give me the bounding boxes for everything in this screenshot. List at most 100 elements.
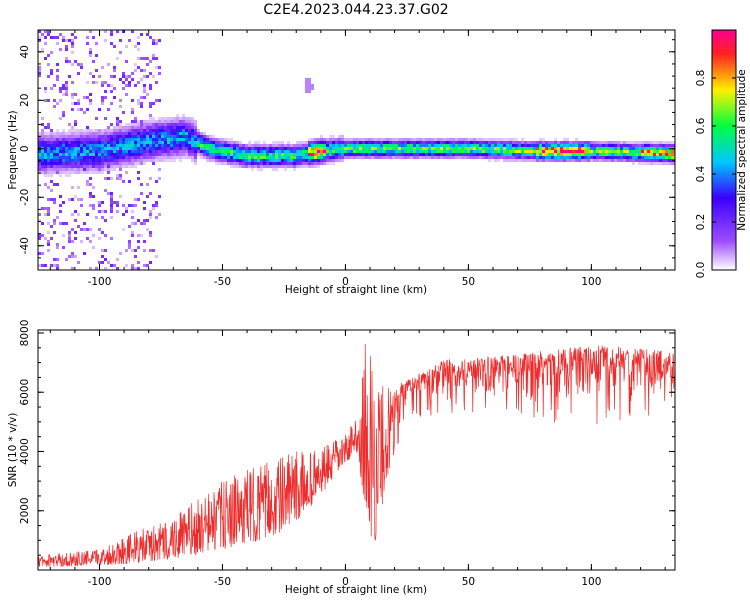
- spectrogram-cell: [518, 144, 521, 147]
- spectrogram-cell: [158, 153, 161, 156]
- spectrogram-cell: [557, 150, 560, 153]
- spectrogram-cell: [515, 147, 518, 150]
- spectrogram-cell: [422, 156, 425, 159]
- spectrogram-cell: [56, 75, 59, 78]
- spectrogram-cell: [110, 159, 113, 162]
- spectrogram-cell: [599, 150, 602, 153]
- spectrogram-cell: [521, 141, 524, 144]
- spectrogram-cell: [563, 141, 566, 144]
- spectrogram-cell: [149, 144, 152, 147]
- spectrogram-cell: [548, 150, 551, 153]
- spectrogram-cell: [551, 150, 554, 153]
- spectrogram-cell: [95, 168, 98, 171]
- spectrogram-cell: [143, 120, 146, 123]
- spectrogram-cell: [125, 156, 128, 159]
- spectrogram-cell: [473, 150, 476, 153]
- spectrogram-cell: [119, 51, 122, 54]
- spectrogram-cell: [59, 117, 62, 120]
- spectrogram-cell: [506, 150, 509, 153]
- spectrogram-cell: [170, 156, 173, 159]
- spectrogram-cell: [512, 153, 515, 156]
- spectrogram-cell: [428, 147, 431, 150]
- spectrogram-cell: [161, 123, 164, 126]
- spectrogram-cell: [164, 120, 167, 123]
- spectrogram-cell: [536, 141, 539, 144]
- spectrogram-cell: [524, 153, 527, 156]
- spectrogram-cell: [188, 120, 191, 123]
- spectrogram-cell: [110, 216, 113, 219]
- spectrogram-cell: [278, 147, 281, 150]
- spectrogram-cell: [56, 264, 59, 267]
- spectrogram-cell: [482, 138, 485, 141]
- spectrogram-cell: [413, 150, 416, 153]
- spectrogram-cell: [248, 147, 251, 150]
- spectrogram-cell: [113, 153, 116, 156]
- spectrogram-cell: [143, 150, 146, 153]
- spectrogram-cell: [410, 147, 413, 150]
- spectrogram-cell: [293, 165, 296, 168]
- spectrogram-cell: [323, 138, 326, 141]
- spectrogram-cell: [191, 126, 194, 129]
- spectrogram-cell: [638, 156, 641, 159]
- spectrogram-cell: [101, 84, 104, 87]
- spectrogram-cell: [629, 144, 632, 147]
- spectrogram-cell: [86, 129, 89, 132]
- spectrogram-cell: [410, 150, 413, 153]
- spectrogram-cell: [47, 213, 50, 216]
- spectrogram-cell: [488, 159, 491, 162]
- spectrogram-cell: [251, 159, 254, 162]
- spectrogram-cell: [98, 144, 101, 147]
- spectrogram-cell: [140, 138, 143, 141]
- spectrogram-cell: [161, 132, 164, 135]
- spectrogram-cell: [74, 102, 77, 105]
- spectrogram-cell: [416, 153, 419, 156]
- spectrogram-cell: [635, 141, 638, 144]
- spectrogram-cell: [539, 150, 542, 153]
- spectrogram-cell: [134, 141, 137, 144]
- spectrogram-cell: [644, 153, 647, 156]
- spectrogram-cell: [47, 240, 50, 243]
- spectrogram-cell: [155, 129, 158, 132]
- spectrogram-cell: [380, 150, 383, 153]
- spectrogram-cell: [197, 144, 200, 147]
- spectrogram-cell: [398, 150, 401, 153]
- spectrogram-cell: [482, 156, 485, 159]
- spectrogram-cell: [140, 132, 143, 135]
- spectrogram-cell: [479, 144, 482, 147]
- spectrogram-cell: [206, 153, 209, 156]
- spectrogram-cell: [53, 201, 56, 204]
- spectrogram-cell: [314, 141, 317, 144]
- spectrogram-cell: [272, 165, 275, 168]
- spectrogram-cell: [521, 153, 524, 156]
- spectrogram-cell: [185, 135, 188, 138]
- spectrogram-cell: [176, 138, 179, 141]
- spectrogram-cell: [554, 156, 557, 159]
- spectrogram-cell: [497, 150, 500, 153]
- spectrogram-cell: [47, 159, 50, 162]
- spectrogram-cell: [389, 150, 392, 153]
- spectrogram-cell: [233, 156, 236, 159]
- spectrogram-cell: [593, 147, 596, 150]
- spectrogram-cell: [107, 168, 110, 171]
- spectrogram-cell: [230, 144, 233, 147]
- spectrogram-cell: [107, 156, 110, 159]
- spectrogram-cell: [578, 159, 581, 162]
- spectrogram-cell: [314, 165, 317, 168]
- spectrogram-cell: [68, 75, 71, 78]
- spectrogram-cell: [260, 147, 263, 150]
- spectrogram-cell: [377, 141, 380, 144]
- spectrogram-cell: [182, 126, 185, 129]
- spectrogram-cell: [122, 126, 125, 129]
- spectrogram-cell: [377, 147, 380, 150]
- spectrogram-cell: [86, 159, 89, 162]
- spectrogram-cell: [92, 186, 95, 189]
- spectrogram-cell: [344, 156, 347, 159]
- spectrogram-cell: [113, 75, 116, 78]
- spectrogram-cell: [248, 150, 251, 153]
- spectrogram-cell: [176, 114, 179, 117]
- spectrogram-cell: [56, 147, 59, 150]
- spectrogram-cell: [530, 153, 533, 156]
- spectrogram-cell: [245, 153, 248, 156]
- spectrogram-cell: [194, 120, 197, 123]
- spectrogram-cell: [209, 159, 212, 162]
